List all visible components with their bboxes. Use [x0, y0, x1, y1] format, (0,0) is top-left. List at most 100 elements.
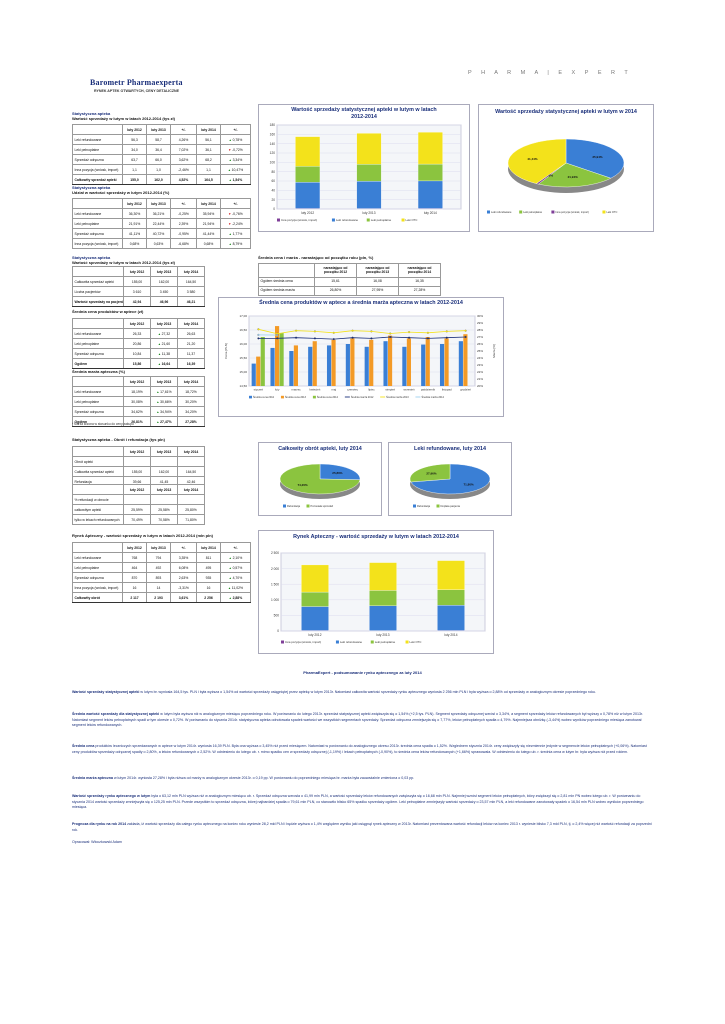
x-tick-label: luty 2012 — [301, 211, 314, 215]
legend-swatch — [405, 640, 409, 644]
table-cell: 2 256 — [196, 592, 221, 603]
table-row: Leki pełnopłatne 30,08% ▲ 30,66% 30,20% — [72, 396, 205, 407]
table-row: Sprzedaż odręczna 10,84 ▲ 11,38 11,37 — [72, 348, 205, 359]
table-row: luty 2012 luty 2013 luty 2014 — [72, 484, 205, 495]
table-row: Leki pełnopłatne 464 492 6,08% 495 ▲ 0,57% — [72, 562, 251, 573]
table-row: luty 2012 luty 2013 +/- luty 2014 +/- — [72, 542, 251, 553]
legend-label: Leki OTC — [606, 210, 617, 214]
table-cell: 36,21% — [146, 208, 171, 219]
arrow-down-icon: ▼ — [228, 147, 233, 152]
legend-label: Inna pozycja (wniosk, import) — [285, 640, 321, 644]
legend-swatch — [401, 218, 405, 222]
chart-title: Średnia cena produktów w aptece a średni… — [259, 300, 463, 306]
t7-title: Statystyczna apteka - Obrót i refundacja… — [72, 437, 165, 442]
table-cell — [72, 266, 124, 277]
table-cell: ▲ 2,10% — [220, 552, 251, 563]
table-cell: luty 2012 — [123, 446, 151, 457]
y2-axis-label: Marża [%] — [492, 344, 496, 358]
chart-svg: 35,94% 21,94% 0,68% 41,44% Leki refundowane L… — [487, 138, 625, 214]
table-cell: 155,0 — [122, 174, 147, 185]
table-cell: luty 2013 — [150, 484, 178, 495]
bar-segment — [295, 166, 321, 183]
bar-segment — [301, 606, 329, 631]
legend-swatch — [283, 504, 286, 508]
table-cell: 16 — [122, 582, 147, 593]
cell-value: 27,32 — [161, 331, 171, 336]
y2-tick-label: 30% — [477, 314, 483, 318]
table-cell: luty 2014 — [177, 318, 205, 329]
arrow-up-icon: ▲ — [228, 177, 233, 182]
table-cell: luty 2013 — [146, 542, 171, 553]
y2-tick-label: 29% — [477, 321, 483, 325]
summary-p2: Średnia wartość sprzedaży dla statystycz… — [72, 712, 643, 728]
table-cell: 870 — [122, 572, 147, 583]
table-cell: 40,72% — [146, 228, 171, 239]
table-cell — [177, 494, 205, 505]
x-tick-label: grudzień — [460, 388, 471, 392]
arrow-up-icon: ▲ — [157, 341, 162, 346]
table-cell: Leki refundowane — [72, 552, 123, 563]
table-cell: 0,68% — [122, 238, 147, 249]
table-cell: 4,26% — [170, 134, 197, 145]
chart-svg: 0 500 1 000 1 500 2 000 2 500 luty 2012 luty 20… — [271, 551, 486, 644]
arrow-up-icon: ▲ — [227, 585, 232, 590]
table-cell: 36,30% — [122, 208, 147, 219]
table-cell: 70,49% — [123, 514, 151, 525]
slice-label: 41,44% — [527, 157, 538, 161]
table-cell: 2 117 — [122, 592, 147, 603]
table-cell: 27,95% — [356, 286, 399, 296]
table-row: Leki refundowane 56,3 58,7 4,26% 56,1 ▲ 0,78% — [72, 134, 251, 145]
table-cell: luty 2013 — [150, 318, 178, 329]
table-row: Leki refundowane 26,33 ▲ 27,32 26,63 — [72, 328, 205, 339]
t1-title1: Statystyczna apteka — [72, 111, 111, 116]
y2-tick-label: 27% — [477, 335, 483, 339]
table-cell: 26,63 — [177, 328, 205, 339]
table-cell: luty 2012 — [123, 376, 151, 387]
table-cell — [123, 456, 151, 467]
t8-title: Rynek Apteczny - wartość sprzedaży w lut… — [72, 533, 214, 538]
table-cell: -2,46% — [170, 164, 197, 175]
arrow-up-icon: ▲ — [228, 555, 233, 560]
table-cell: Sprzedaż odręczna — [72, 154, 123, 165]
table-row: Inna pozycja (wniosk, import) 0,68% 0,63% -… — [72, 238, 251, 249]
legend-swatch — [306, 504, 310, 508]
bar-segment — [417, 163, 443, 182]
bar — [260, 337, 265, 386]
x-tick-label: maj — [331, 388, 336, 392]
table-cell: 464 — [122, 562, 147, 573]
table-cell: -3,31% — [170, 582, 197, 593]
legend-label: Leki pełnopłatne — [371, 218, 392, 222]
table-cell: 162,0 — [146, 174, 171, 185]
table-cell: Sprzedaż odręczna — [72, 228, 123, 239]
arrow-up-icon: ▲ — [156, 409, 161, 414]
table-cell: ▼ -2,24% — [220, 218, 251, 229]
y-tick-label: 100 — [270, 161, 276, 165]
table-cell: ▲ 1,54% — [220, 174, 251, 185]
table-cell: 66,0 — [146, 154, 171, 165]
table-cell: ▼ -0,76% — [220, 208, 251, 219]
legend-swatch — [602, 210, 606, 214]
table-cell — [72, 318, 124, 329]
summary-p4: Średnia marża apteczna w lutym 2014r. wy… — [72, 776, 415, 780]
table-cell: 2,63% — [170, 572, 197, 583]
table-cell — [72, 376, 124, 387]
table-cell: luty 2012 — [123, 318, 151, 329]
t4-title: Średnia cena produktów w aptece (zł) — [72, 309, 144, 314]
table-cell: tylko w lekach refundowanych — [72, 514, 124, 525]
arrow-up-icon: ▲ — [156, 419, 161, 424]
table-cell: 26,33 — [123, 328, 151, 339]
table-cell — [72, 124, 123, 135]
table-cell: 34,20% — [177, 406, 205, 417]
legend-label: Średnia marża 2014 — [421, 396, 444, 399]
y-tick-label: 2 000 — [271, 567, 279, 571]
table-row: Leki pełnopłatne 21,91% 22,44% 2,39% 21,94% ▼… — [72, 218, 251, 229]
table-cell: luty 2014 — [196, 124, 221, 135]
pie-slice — [319, 463, 361, 480]
table-cell: 35,94% — [196, 208, 221, 219]
t2-title1: Statystyczna apteka — [72, 185, 111, 190]
y2-tick-label: 23% — [477, 363, 483, 367]
t2-title2: Udział w wartości sprzedaży w lutym 2012… — [72, 189, 170, 195]
table-cell: 58,7 — [146, 134, 171, 145]
table-cell — [123, 494, 151, 505]
bar — [425, 337, 430, 386]
